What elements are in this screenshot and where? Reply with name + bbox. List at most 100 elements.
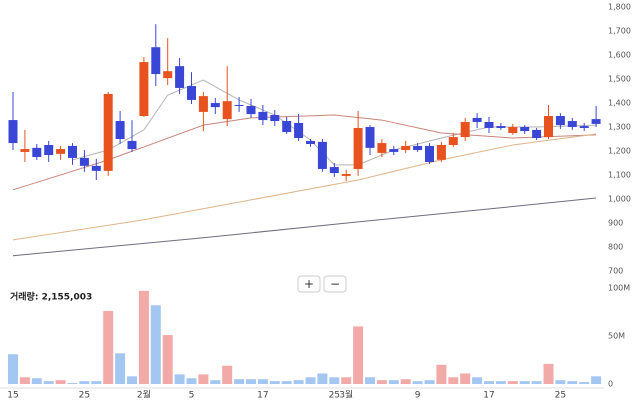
volume-bar xyxy=(31,378,42,384)
volume-bar xyxy=(55,380,66,384)
volume-bar xyxy=(341,377,352,384)
candle-body xyxy=(270,115,280,122)
candle-body xyxy=(163,71,173,79)
volume-bar xyxy=(472,377,483,384)
candle-body xyxy=(103,93,113,171)
candle-body xyxy=(175,66,185,88)
candle-body xyxy=(44,144,54,156)
candle-body xyxy=(579,126,589,128)
candle-body xyxy=(68,145,77,158)
volume-bar xyxy=(67,383,78,384)
candle-body xyxy=(353,127,363,169)
candle-body xyxy=(472,117,482,122)
y-tick-label: 700 xyxy=(608,266,623,275)
candle-body xyxy=(282,121,292,133)
volume-bar xyxy=(448,377,459,384)
volume-bar xyxy=(424,380,435,384)
candle-body xyxy=(32,147,42,157)
candle-body xyxy=(139,62,149,116)
y-tick-label: 1,600 xyxy=(608,51,631,60)
volume-bar xyxy=(519,381,530,384)
volume-bar xyxy=(222,365,233,384)
candle-body xyxy=(187,86,196,100)
volume-bar xyxy=(353,326,364,384)
y-tick-label: 1,500 xyxy=(608,75,631,84)
candle-body xyxy=(151,47,161,75)
y-tick-label: 800 xyxy=(608,242,623,251)
volume-bar xyxy=(174,374,185,384)
volume-bar xyxy=(127,376,137,384)
volume-bar xyxy=(8,354,18,384)
volume-bar xyxy=(115,353,126,384)
volume-tick-label: 0 xyxy=(608,380,613,389)
x-tick-label: 17 xyxy=(257,391,268,401)
candle-body xyxy=(365,127,375,148)
candle-body xyxy=(448,137,458,145)
candle-body xyxy=(508,127,518,134)
y-tick-label: 1,300 xyxy=(608,123,631,132)
volume-bar xyxy=(162,335,173,384)
volume-bar xyxy=(412,381,423,384)
volume-bar xyxy=(269,381,280,384)
volume-bar xyxy=(91,381,102,384)
zoom-in-label[interactable]: + xyxy=(304,277,314,291)
x-tick-label: 25 xyxy=(329,391,340,401)
candle-body xyxy=(234,104,244,106)
candle-body xyxy=(401,145,411,151)
volume-bar xyxy=(365,377,375,384)
x-tick-label: 15 xyxy=(7,391,18,401)
volume-bar xyxy=(567,381,578,384)
volume-bar xyxy=(150,305,161,384)
candle-body xyxy=(460,121,470,138)
candle-body xyxy=(115,121,125,139)
volume-bar xyxy=(507,381,518,384)
candle-body xyxy=(306,140,315,145)
volume-tick-label: 100M xyxy=(608,284,630,293)
x-tick-label: 9 xyxy=(415,391,421,401)
volume-tick-label: 50M xyxy=(608,332,625,341)
volume-bar xyxy=(484,381,494,384)
x-tick-label: 25 xyxy=(555,391,566,401)
zoom-in-button[interactable] xyxy=(297,275,321,293)
candle-body xyxy=(532,129,542,139)
zoom-out-button[interactable] xyxy=(323,275,347,293)
zoom-out-label[interactable]: − xyxy=(330,277,340,291)
volume-bar xyxy=(186,378,197,384)
candle-body xyxy=(520,127,530,132)
x-tick-label: 5 xyxy=(189,391,195,401)
candle-body xyxy=(425,145,434,163)
volume-bar xyxy=(460,373,471,384)
candle-body xyxy=(56,149,66,154)
x-tick-label: 2월 xyxy=(137,389,151,401)
x-tick-label: 3월 xyxy=(339,389,353,401)
y-tick-label: 900 xyxy=(608,218,623,227)
candle-body xyxy=(198,96,208,112)
volume-bar xyxy=(257,379,268,384)
candle-body xyxy=(484,121,494,128)
candle-body xyxy=(555,115,565,126)
volume-bar xyxy=(543,363,554,384)
volume-bar xyxy=(138,290,149,384)
volume-bar xyxy=(43,381,54,384)
x-tick-label: 25 xyxy=(79,391,90,401)
volume-label: 거래량: 2,155,003 xyxy=(10,291,92,303)
volume-bar xyxy=(388,380,399,384)
candle-body xyxy=(329,167,339,174)
candle-body xyxy=(127,140,137,150)
moving-average-line xyxy=(12,197,597,257)
volume-bar xyxy=(305,377,316,384)
candle-body xyxy=(8,120,18,144)
y-tick-label: 1,400 xyxy=(608,99,631,108)
volume-bar xyxy=(234,379,245,384)
candle-body xyxy=(496,126,506,128)
volume-bar xyxy=(531,381,542,384)
candle-body xyxy=(591,119,601,124)
candle-body xyxy=(294,122,304,139)
candle-body xyxy=(544,115,553,138)
candle-body xyxy=(210,103,220,108)
volume-bar xyxy=(555,380,566,384)
y-tick-label: 1,100 xyxy=(608,170,631,179)
candle-body xyxy=(413,145,423,151)
volume-bar xyxy=(210,380,221,384)
